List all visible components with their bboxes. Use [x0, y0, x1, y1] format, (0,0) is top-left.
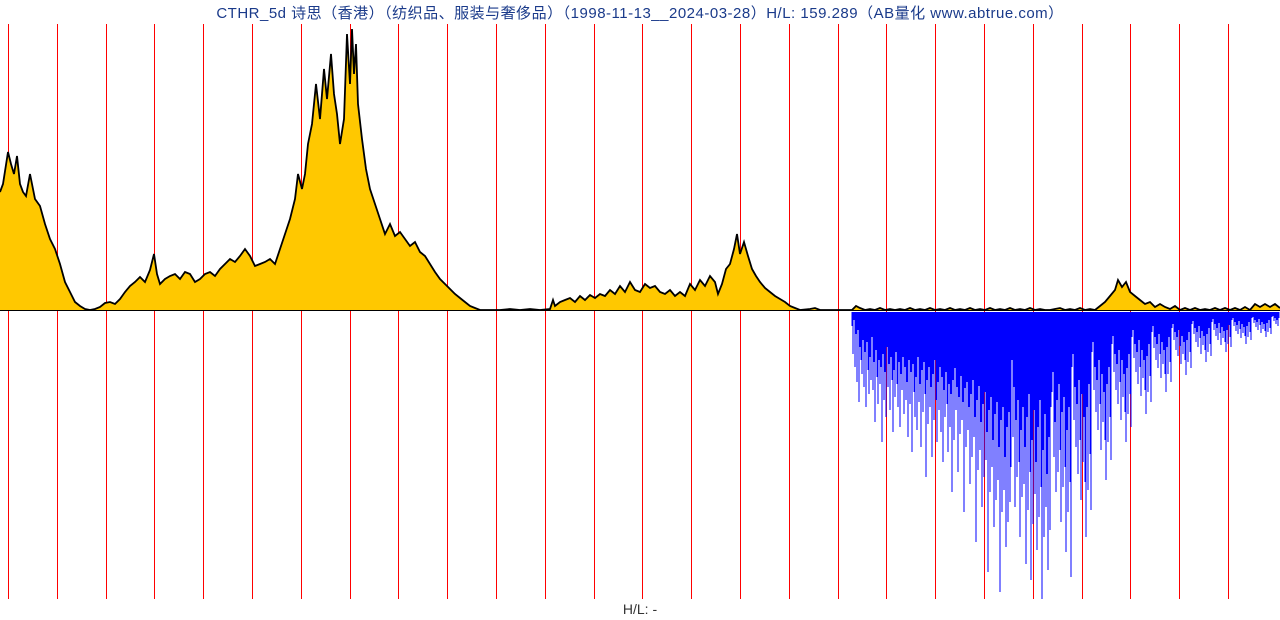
chart-area	[0, 24, 1280, 599]
chart-title: CTHR_5d 诗思（香港）（纺织品、服装与奢侈品）（1998-11-13__2…	[0, 0, 1280, 24]
footer-label: H/L: -	[0, 599, 1280, 619]
